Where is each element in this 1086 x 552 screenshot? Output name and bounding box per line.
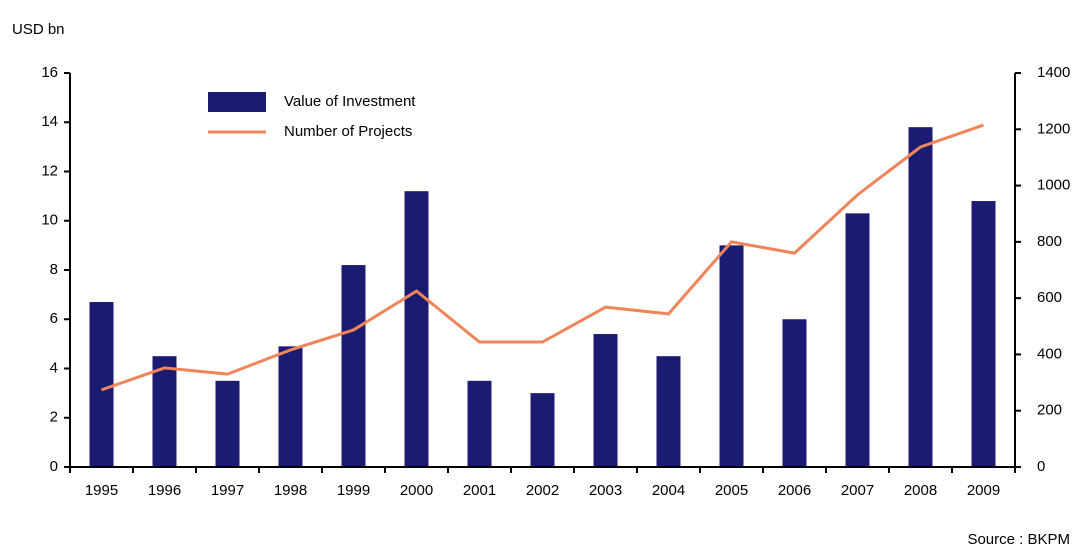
y-tick-label: 6	[50, 310, 58, 327]
x-tick-label: 2000	[400, 482, 433, 499]
y-tick-label: 14	[41, 113, 58, 130]
bar	[152, 356, 177, 467]
x-tick-label: 1996	[148, 482, 181, 499]
y-tick-label: 10	[41, 212, 58, 229]
y-axis-label: USD bn	[12, 21, 65, 38]
y2-tick-label: 600	[1037, 289, 1062, 306]
x-tick-label: 2007	[841, 482, 874, 499]
x-tick-label: 2006	[778, 482, 811, 499]
y-tick-label: 16	[41, 64, 58, 81]
bar	[89, 302, 114, 467]
y2-tick-label: 400	[1037, 345, 1062, 362]
x-tick-label: 2005	[715, 482, 748, 499]
legend-label: Number of Projects	[284, 123, 412, 140]
bar	[656, 356, 681, 467]
bar	[593, 334, 618, 467]
legend-swatch	[208, 92, 266, 112]
y-tick-label: 4	[50, 359, 58, 376]
y2-tick-label: 0	[1037, 458, 1045, 475]
bar	[971, 201, 996, 468]
bar	[215, 380, 240, 467]
y-tick-label: 0	[50, 458, 58, 475]
y2-tick-label: 1200	[1037, 120, 1070, 137]
x-tick-label: 2004	[652, 482, 685, 499]
x-tick-label: 2003	[589, 482, 622, 499]
y2-tick-label: 1000	[1037, 177, 1070, 194]
source: Source : BKPM	[967, 531, 1070, 548]
x-tick-label: 2008	[904, 482, 937, 499]
y2-tick-label: 800	[1037, 233, 1062, 250]
legend-label: Value of Investment	[284, 93, 416, 110]
x-tick-label: 1997	[211, 482, 244, 499]
bar	[845, 213, 870, 467]
y-tick-label: 2	[50, 409, 58, 426]
x-tick-label: 1995	[85, 482, 118, 499]
x-tick-label: 2002	[526, 482, 559, 499]
bar	[467, 380, 492, 467]
bar	[530, 393, 555, 467]
bar	[404, 191, 429, 467]
y2-tick-label: 200	[1037, 402, 1062, 419]
x-tick-label: 1999	[337, 482, 370, 499]
y-tick-label: 8	[50, 261, 58, 278]
bar	[908, 127, 933, 468]
line	[101, 123, 984, 392]
y-tick-label: 12	[41, 162, 58, 179]
bar	[782, 319, 807, 467]
x-tick-label: 2009	[967, 482, 1000, 499]
bar	[341, 265, 366, 467]
bar	[278, 346, 303, 467]
x-tick-label: 1998	[274, 482, 307, 499]
bar	[719, 245, 744, 467]
x-tick-label: 2001	[463, 482, 496, 499]
y2-tick-label: 1400	[1037, 64, 1070, 81]
